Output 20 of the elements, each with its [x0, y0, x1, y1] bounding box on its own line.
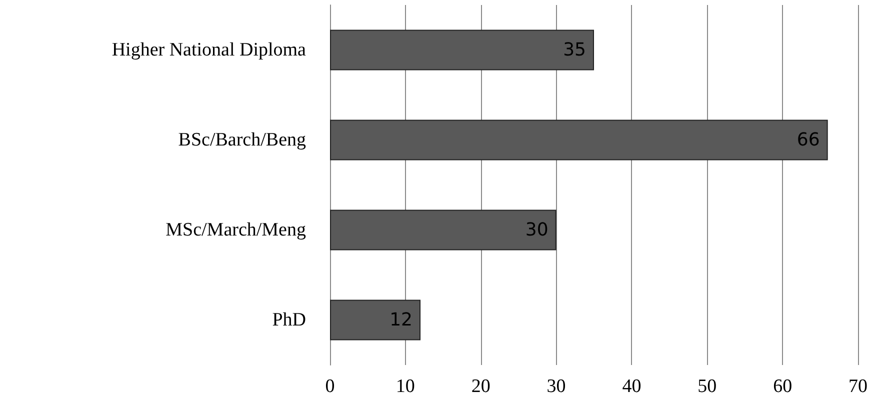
bar	[330, 30, 594, 70]
x-tick-label: 60	[773, 376, 792, 397]
data-label: 35	[563, 40, 586, 60]
x-tick-label: 40	[622, 376, 642, 397]
x-tick-label: 70	[848, 376, 868, 397]
y-tick-label: BSc/Barch/Beng	[178, 130, 306, 150]
y-tick-label: Higher National Diploma	[112, 40, 307, 60]
bar	[330, 210, 556, 250]
data-label: 12	[390, 310, 413, 330]
data-label: 30	[525, 220, 548, 240]
data-label: 66	[796, 130, 820, 150]
x-tick-label: 30	[546, 376, 566, 397]
y-tick-label: PhD	[272, 310, 306, 330]
bar	[330, 300, 421, 340]
x-tick-label: 50	[698, 376, 717, 397]
bar	[330, 120, 828, 160]
x-tick-label: 10	[396, 376, 415, 397]
x-tick-label: 0	[325, 376, 335, 397]
x-tick-label: 20	[471, 376, 490, 397]
y-tick-label: MSc/March/Meng	[166, 220, 306, 240]
